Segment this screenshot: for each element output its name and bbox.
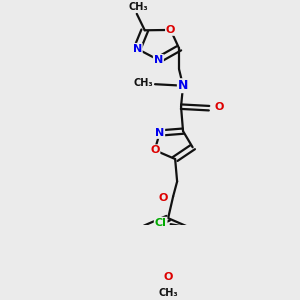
Text: N: N (178, 79, 188, 92)
Text: O: O (158, 193, 168, 203)
Text: O: O (164, 272, 173, 282)
Text: N: N (154, 55, 163, 65)
Text: N: N (155, 128, 164, 138)
Text: N: N (133, 44, 142, 54)
Text: O: O (214, 102, 224, 112)
Text: O: O (150, 145, 160, 155)
Text: CH₃: CH₃ (158, 288, 178, 298)
Text: CH₃: CH₃ (129, 2, 148, 12)
Text: O: O (166, 25, 175, 35)
Text: Cl: Cl (155, 218, 167, 228)
Text: CH₃: CH₃ (133, 79, 153, 88)
